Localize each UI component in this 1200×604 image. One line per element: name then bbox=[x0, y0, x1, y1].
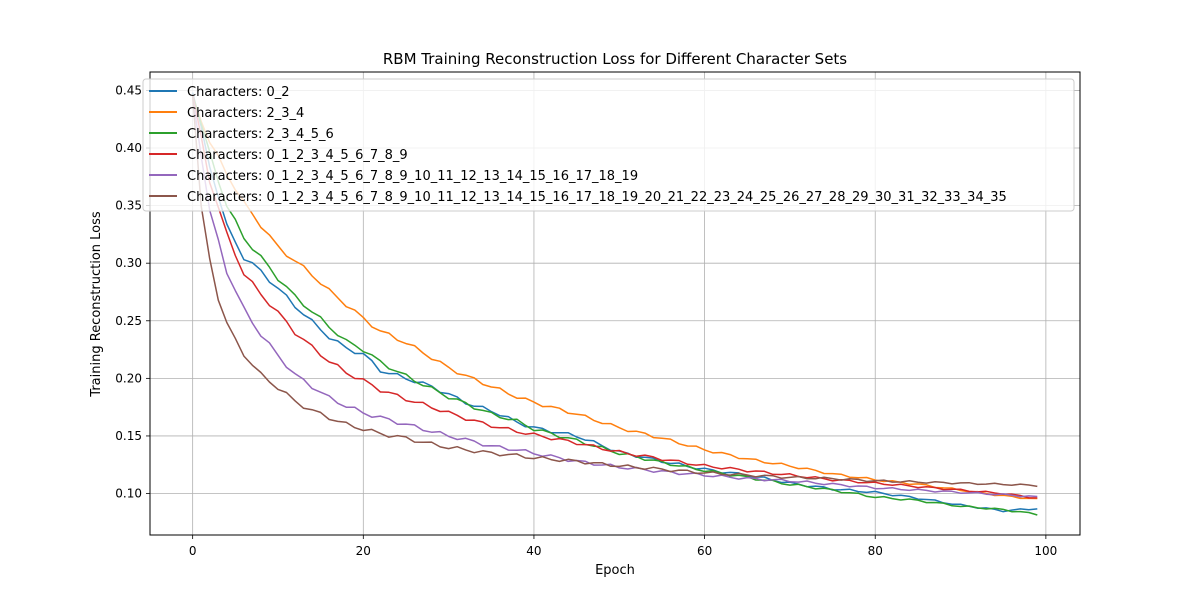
x-tick-label: 40 bbox=[526, 544, 541, 558]
y-tick-label: 0.35 bbox=[115, 199, 142, 213]
series-line bbox=[191, 96, 1038, 488]
legend-label: Characters: 0_2 bbox=[187, 85, 290, 100]
y-axis-label: Training Reconstruction Loss bbox=[89, 211, 104, 398]
y-tick-label: 0.45 bbox=[115, 83, 142, 97]
y-tick-label: 0.20 bbox=[115, 371, 142, 385]
legend-label: Characters: 0_1_2_3_4_5_6_7_8_9_10_11_12… bbox=[187, 169, 638, 184]
x-tick-label: 0 bbox=[189, 544, 197, 558]
x-tick-label: 60 bbox=[697, 544, 712, 558]
series-line bbox=[191, 94, 1038, 499]
x-tick-label: 20 bbox=[356, 544, 371, 558]
legend: Characters: 0_2 Characters: 2_3_4 Characte… bbox=[142, 78, 1075, 212]
series-layer bbox=[191, 92, 1038, 516]
x-tick-label: 100 bbox=[1034, 544, 1057, 558]
plot-frame bbox=[149, 71, 1081, 536]
y-tick-label: 0.15 bbox=[115, 429, 142, 443]
y-tick-label: 0.30 bbox=[115, 256, 142, 270]
series-line bbox=[191, 94, 1038, 516]
legend-label: Characters: 0_1_2_3_4_5_6_7_8_9_10_11_12… bbox=[187, 190, 1007, 205]
legend-label: Characters: 2_3_4 bbox=[187, 106, 304, 121]
x-axis-label: Epoch bbox=[595, 563, 635, 578]
legend-box bbox=[142, 78, 1075, 212]
tick-layer: 0 20 40 60 80 100 0.10 0.15 0.20 0.25 0.30 0.35 0.40… bbox=[115, 83, 1057, 558]
legend-label: Characters: 0_1_2_3_4_5_6_7_8_9 bbox=[187, 148, 408, 163]
y-tick-label: 0.10 bbox=[115, 487, 142, 501]
chart-title: RBM Training Reconstruction Loss for Dif… bbox=[383, 50, 847, 68]
y-tick-label: 0.25 bbox=[115, 314, 142, 328]
legend-label: Characters: 2_3_4_5_6 bbox=[187, 127, 334, 142]
y-tick-label: 0.40 bbox=[115, 141, 142, 155]
x-tick-label: 80 bbox=[868, 544, 883, 558]
